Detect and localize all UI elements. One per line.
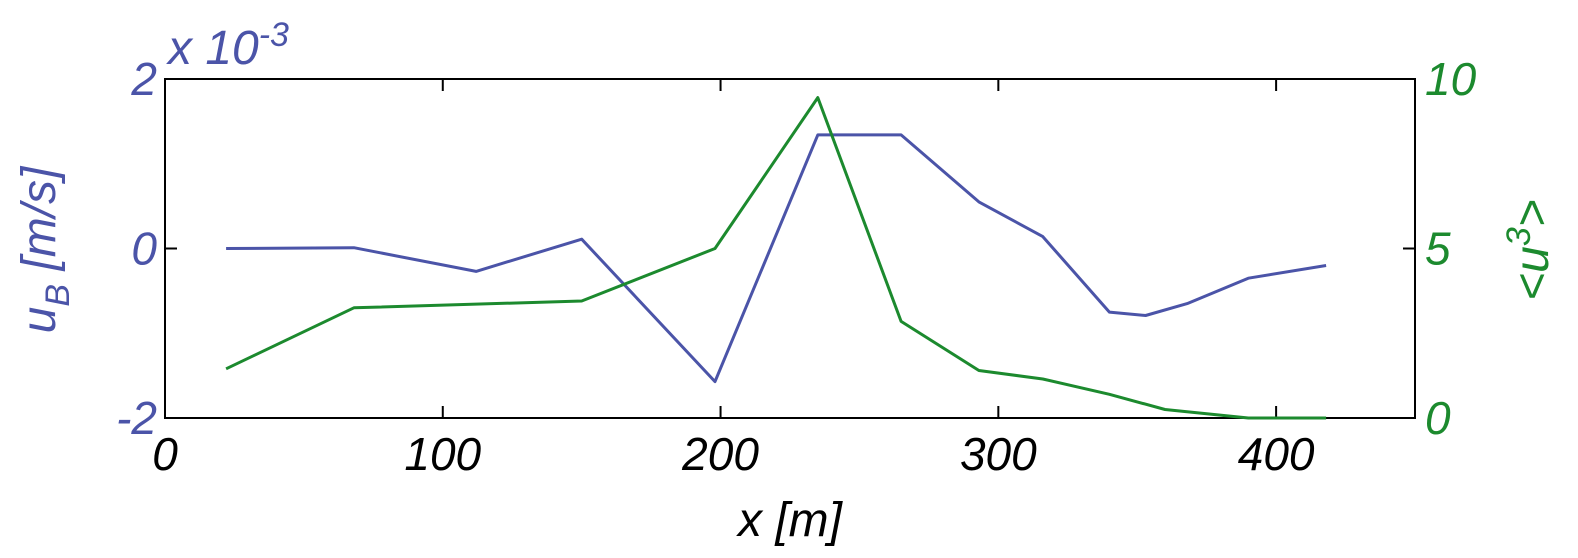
left-axis-label: uB [m/s]	[13, 165, 77, 333]
x-axis-label: x [m]	[736, 494, 844, 547]
right-tick-label: 0	[1425, 392, 1451, 444]
left-axis-multiplier-base: x 10	[166, 22, 259, 75]
right-axis-label-sup: 3	[1500, 227, 1538, 246]
right-tick-label: 5	[1425, 223, 1451, 275]
left-axis-label-main: u	[13, 307, 66, 334]
x-tick-label: 400	[1238, 428, 1315, 480]
right-axis-label: <u3>	[1500, 199, 1559, 301]
right-tick-label: 10	[1425, 53, 1477, 105]
x-tick-label: 100	[404, 428, 481, 480]
series-line-u-b	[226, 133, 1327, 384]
x-tick-label: 300	[960, 428, 1037, 480]
labels-layer: x 10-3 uB [m/s] <u3> x [m]	[13, 16, 1559, 547]
right-axis-label-pre: <u	[1506, 246, 1559, 301]
left-axis-multiplier: x 10-3	[166, 16, 289, 75]
x-tick-label: 200	[681, 428, 759, 480]
left-tick-label: 2	[130, 53, 157, 105]
left-tick-label: -2	[116, 392, 157, 444]
left-axis-multiplier-exp: -3	[259, 16, 289, 54]
left-axis-label-sub: B	[39, 284, 77, 307]
right-axis-label-post: >	[1506, 199, 1559, 227]
series-layer	[225, 96, 1327, 420]
left-tick-label: 0	[131, 223, 157, 275]
left-axis-label-rest: [m/s]	[13, 165, 66, 284]
x-tick-label: 0	[152, 428, 178, 480]
series-line-u3	[225, 96, 1327, 420]
